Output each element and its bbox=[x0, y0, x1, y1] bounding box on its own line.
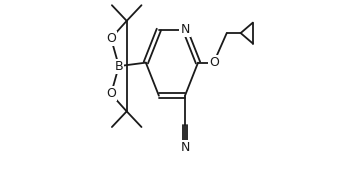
Text: O: O bbox=[106, 88, 116, 100]
Text: O: O bbox=[209, 56, 219, 69]
Text: N: N bbox=[180, 23, 190, 36]
Text: B: B bbox=[115, 60, 123, 73]
Text: N: N bbox=[180, 141, 190, 153]
Text: O: O bbox=[106, 32, 116, 45]
